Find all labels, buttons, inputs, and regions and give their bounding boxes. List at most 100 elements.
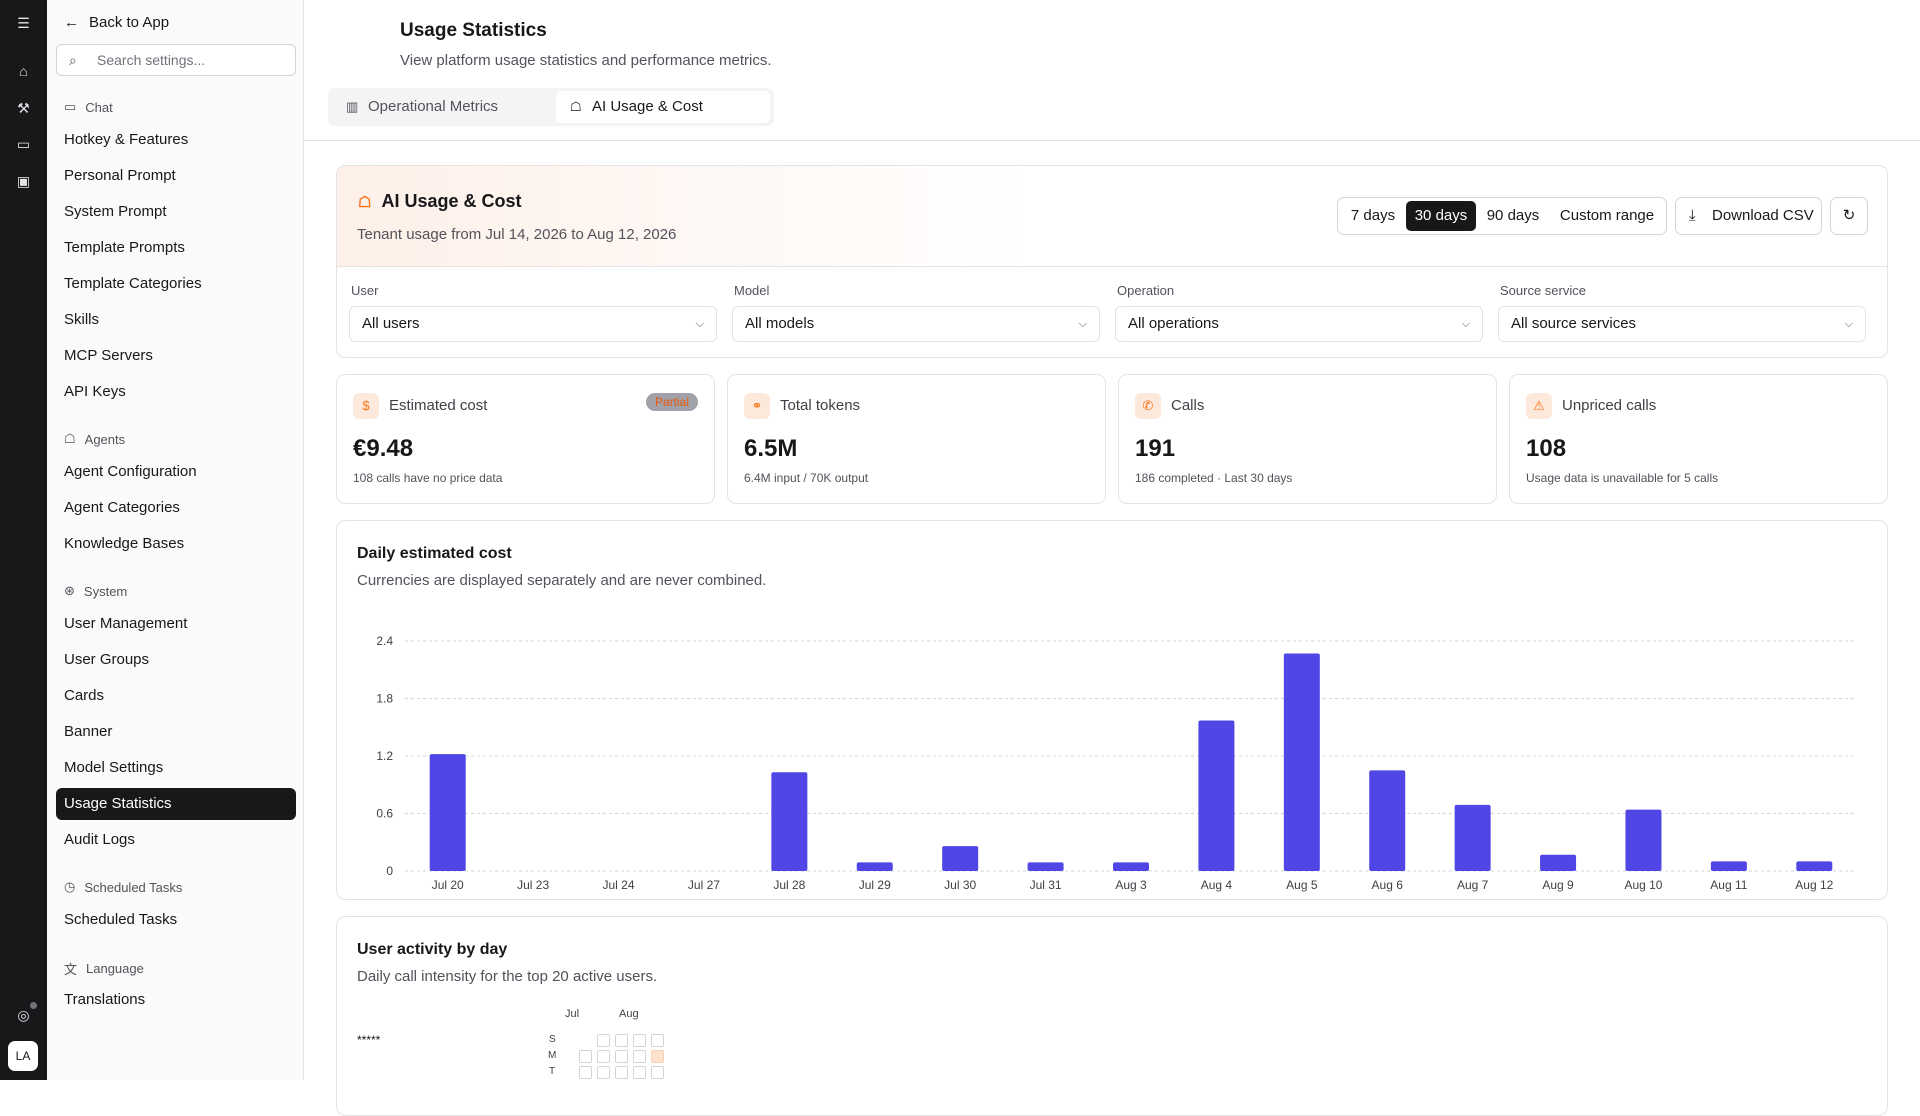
card-value: 6.5M: [744, 435, 798, 462]
search-placeholder: Search settings...: [97, 52, 206, 68]
x-tick-label: Jul 23: [517, 878, 549, 892]
bar-chart-icon: ▥: [346, 99, 359, 114]
month-label-jul: Jul: [565, 1008, 580, 1020]
arrow-left-icon: ←: [64, 14, 79, 31]
gallery-icon[interactable]: ▣: [16, 173, 31, 189]
source-service-select[interactable]: All source services ⌵: [1498, 306, 1866, 342]
refresh-button[interactable]: ↻: [1830, 197, 1868, 235]
settings-sidebar: ← Back to App ⌕ Search settings... ▭ Chat H…: [47, 0, 304, 1080]
sidebar-item-personal-prompt[interactable]: Personal Prompt: [64, 167, 176, 184]
range-30-days[interactable]: 30 days: [1406, 201, 1476, 231]
sidebar-item-audit-logs[interactable]: Audit Logs: [64, 831, 135, 848]
range-custom[interactable]: Custom range: [1559, 207, 1655, 224]
total-tokens-card: ⚭ Total tokens 6.5M 6.4M input / 70K out…: [727, 374, 1106, 504]
sidebar-item-template-prompts[interactable]: Template Prompts: [64, 239, 185, 256]
filter-source-service: Source service All source services ⌵: [1486, 267, 1886, 357]
sidebar-item-system-prompt[interactable]: System Prompt: [64, 203, 167, 220]
folder-icon[interactable]: ▭: [16, 136, 31, 152]
x-tick-label: Aug 6: [1372, 878, 1404, 892]
wrench-icon[interactable]: ⚒: [17, 100, 30, 116]
user-select[interactable]: All users ⌵: [349, 306, 717, 342]
help-icon[interactable]: ◎: [17, 1007, 30, 1023]
chevron-down-icon: ⌵: [1461, 318, 1470, 330]
chevron-down-icon: ⌵: [1844, 318, 1853, 330]
sidebar-item-agent-configuration[interactable]: Agent Configuration: [64, 463, 197, 480]
x-tick-label: Jul 28: [773, 878, 805, 892]
filter-user: User All users ⌵: [337, 267, 720, 357]
sidebar-item-agent-categories[interactable]: Agent Categories: [64, 499, 180, 516]
partial-badge: Partial: [645, 393, 698, 411]
sidebar-item-translations[interactable]: Translations: [64, 991, 146, 1008]
x-tick-label: Aug 3: [1115, 878, 1147, 892]
sidebar-item-model-settings[interactable]: Model Settings: [64, 759, 164, 776]
tab-operational-metrics[interactable]: ▥ Operational Metrics: [332, 91, 545, 123]
y-tick-label: 1.2: [376, 749, 393, 763]
sidebar-item-template-categories[interactable]: Template Categories: [64, 275, 202, 292]
operation-select[interactable]: All operations ⌵: [1115, 306, 1483, 342]
panel-header: ☖ AI Usage & Cost Tenant usage from Jul 1…: [337, 166, 1887, 267]
bar: [942, 846, 979, 871]
x-tick-label: Jul 31: [1030, 878, 1062, 892]
chevron-down-icon: ⌵: [695, 318, 704, 330]
card-subtext: 6.4M input / 70K output: [744, 471, 869, 485]
bar: [771, 772, 808, 871]
range-7-days[interactable]: 7 days: [1350, 207, 1396, 224]
bar: [1454, 804, 1491, 871]
tab-label: AI Usage & Cost: [592, 98, 703, 115]
filter-label: User: [351, 283, 379, 298]
x-tick-label: Aug 9: [1542, 878, 1574, 892]
tab-ai-usage-cost[interactable]: ☖ AI Usage & Cost: [556, 91, 770, 123]
bar: [1113, 862, 1149, 871]
bar: [1369, 770, 1406, 871]
sidebar-item-user-management[interactable]: User Management: [64, 615, 188, 632]
sidebar-item-user-groups[interactable]: User Groups: [64, 651, 150, 668]
y-tick-label: 0: [386, 864, 393, 878]
home-icon[interactable]: ⌂: [19, 63, 28, 79]
chat-icon: ▭: [64, 99, 77, 114]
sidebar-item-mcp-servers[interactable]: MCP Servers: [64, 347, 153, 364]
activity-cell: [597, 1034, 610, 1047]
back-to-app-link[interactable]: ← Back to App: [64, 14, 169, 31]
back-label: Back to App: [89, 14, 170, 31]
sidebar-item-scheduled-tasks[interactable]: Scheduled Tasks: [64, 911, 178, 928]
sidebar-item-knowledge-bases[interactable]: Knowledge Bases: [64, 535, 185, 552]
activity-cell: [633, 1066, 646, 1079]
y-tick-label: 0.6: [376, 807, 393, 821]
section-label: Agents: [84, 431, 126, 447]
menu-icon[interactable]: ☰: [17, 15, 30, 31]
avatar[interactable]: LA: [8, 1041, 38, 1071]
phone-icon: ✆: [1135, 393, 1161, 419]
range-90-days[interactable]: 90 days: [1486, 207, 1540, 224]
activity-user-name: *****: [357, 1033, 381, 1047]
card-label: Total tokens: [780, 397, 861, 414]
filter-label: Model: [734, 283, 770, 298]
user-activity-card: User activity by day Daily call intensit…: [336, 916, 1888, 1116]
activity-cell: [651, 1034, 664, 1047]
sidebar-item-banner[interactable]: Banner: [64, 723, 113, 740]
panel-title-text: AI Usage & Cost: [381, 191, 522, 211]
sidebar-item-cards[interactable]: Cards: [64, 687, 105, 704]
x-tick-label: Aug 10: [1624, 878, 1662, 892]
system-icon: ⊛: [64, 583, 75, 598]
coin-icon: $: [353, 393, 379, 419]
filter-label: Operation: [1117, 283, 1175, 298]
chart-title: Daily estimated cost: [357, 545, 512, 562]
section-label: System: [83, 583, 128, 599]
section-scheduled-tasks: ◷ Scheduled Tasks: [64, 879, 182, 895]
sidebar-item-hotkey-features[interactable]: Hotkey & Features: [64, 131, 189, 148]
month-label-aug: Aug: [619, 1008, 639, 1020]
x-tick-label: Jul 27: [688, 878, 720, 892]
daily-cost-chart: 0 0.6 1.2 1.8 2.4 Jul 20 Jul 23 Jul 24 Jul 27 Jul…: [376, 634, 1857, 892]
tab-bar: ▥ Operational Metrics ☖ AI Usage & Cost: [328, 88, 774, 126]
card-value: 191: [1135, 435, 1176, 462]
activity-cell: [615, 1066, 628, 1079]
sidebar-item-skills[interactable]: Skills: [64, 311, 100, 328]
weekday-label-s: S: [549, 1034, 556, 1045]
select-value: All users: [362, 315, 420, 332]
model-select[interactable]: All models ⌵: [732, 306, 1100, 342]
search-input[interactable]: ⌕ Search settings...: [56, 44, 296, 76]
sidebar-item-usage-statistics[interactable]: Usage Statistics: [56, 788, 296, 820]
sidebar-item-api-keys[interactable]: API Keys: [64, 383, 126, 400]
range-selector: 7 days 30 days 90 days Custom range: [1337, 197, 1667, 235]
download-csv-button[interactable]: ⤓ Download CSV: [1675, 197, 1822, 235]
